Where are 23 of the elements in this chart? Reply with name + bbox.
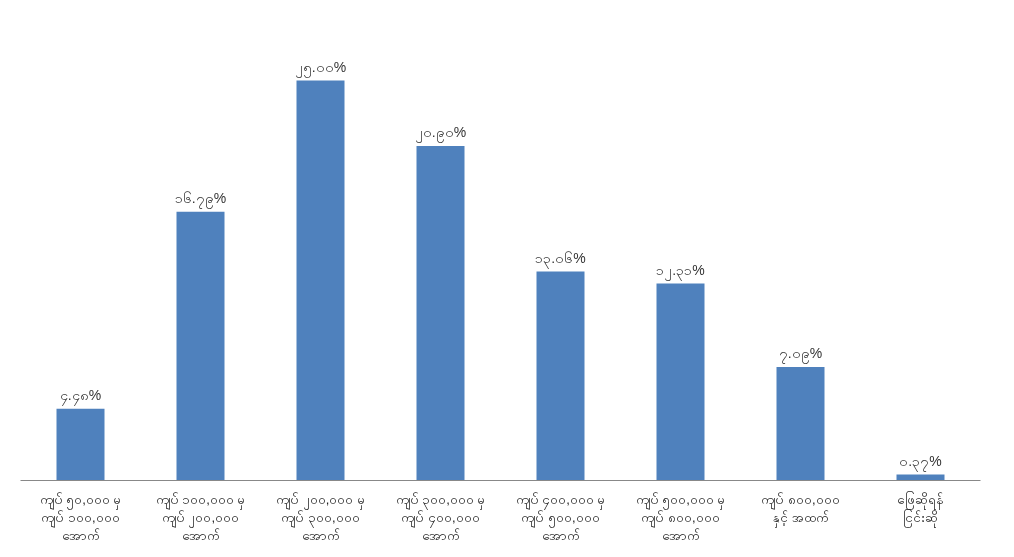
data-label: ၁၆.၇၉% <box>174 189 227 209</box>
bar <box>536 271 585 481</box>
data-label: ၁၂.၃၁% <box>656 261 705 281</box>
x-tick-label: ကျပ် ၄၀၀,၀၀၀ မှ ကျပ် ၅၀၀,၀၀၀ အောက် <box>515 491 606 543</box>
x-tick-label: ကျပ် ၅၀,၀၀၀ မှ ကျပ် ၁၀၀,၀၀၀ အောက် <box>39 491 122 543</box>
x-tick-label: ကျပ် ၅၀၀,၀၀၀ မှ ကျပ် ၈၀၀,၀၀၀ အောက် <box>635 491 726 543</box>
data-label: ၂၅.၀၀% <box>294 58 347 78</box>
data-label: ၇.၀၉% <box>778 345 823 365</box>
x-tick-label: ဖြေဆိုရန် ငြင်းဆို <box>897 490 944 528</box>
x-tick-label: ကျပ် ၃၀၀,၀၀၀ မှ ကျပ် ၄၀၀,၀၀၀ အောက် <box>395 491 486 543</box>
data-label: ၂၀.၉၀% <box>414 124 467 144</box>
bar <box>176 211 225 481</box>
bar <box>56 408 105 481</box>
x-tick-label: ကျပ် ၈၀၀,၀၀၀ နှင့် အထက် <box>761 491 840 528</box>
bar <box>656 283 705 481</box>
bar <box>296 80 345 481</box>
data-label: ၀.၃၇% <box>899 452 942 472</box>
bar <box>776 367 825 481</box>
bar <box>416 146 465 481</box>
x-tick-label: ကျပ် ၂၀၀,၀၀၀ မှ ကျပ် ၃၀၀,၀၀၀ အောက် <box>276 491 365 543</box>
x-tick-label: ကျပ် ၁၀၀,၀၀၀ မှ ကျပ် ၂၀၀,၀၀၀ အောက် <box>155 491 246 543</box>
data-label: ၄.၄၈% <box>59 386 102 406</box>
data-label: ၁၃.၀၆% <box>535 249 586 269</box>
